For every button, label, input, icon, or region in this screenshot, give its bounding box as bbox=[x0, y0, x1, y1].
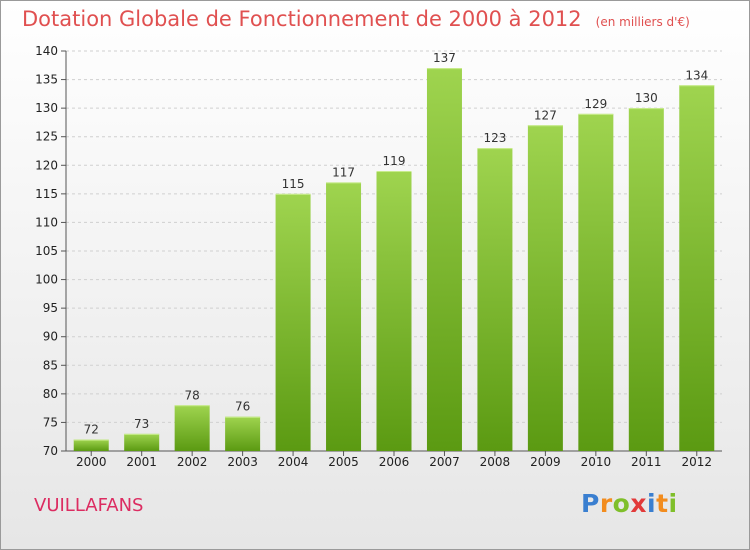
bar-2011 bbox=[628, 108, 664, 452]
data-label: 127 bbox=[534, 108, 557, 122]
label-layer: 2000 72 2001 73 2002 78 2003 76 2004 115 2005 117 20… bbox=[76, 51, 712, 469]
x-tick-label: 2004 bbox=[278, 455, 309, 469]
bar-2002 bbox=[174, 405, 210, 451]
y-tick-label: 75 bbox=[43, 415, 58, 429]
logo-letter: x bbox=[630, 489, 647, 518]
bar-2005 bbox=[326, 182, 362, 451]
data-label: 78 bbox=[185, 388, 200, 402]
logo-letter: P bbox=[581, 489, 600, 518]
y-tick-label: 100 bbox=[35, 273, 58, 287]
data-label: 115 bbox=[282, 177, 305, 191]
commune-name: VUILLAFANS bbox=[34, 495, 144, 516]
chart-title-text: Dotation Globale de Fonctionnement de 20… bbox=[22, 7, 582, 31]
data-label: 134 bbox=[685, 68, 708, 82]
bar-2001 bbox=[124, 433, 160, 451]
bar-2010 bbox=[578, 113, 614, 451]
bar-2003 bbox=[225, 416, 261, 451]
x-tick-label: 2001 bbox=[126, 455, 157, 469]
y-tick-label: 130 bbox=[35, 101, 58, 115]
x-tick-label: 2006 bbox=[379, 455, 410, 469]
data-label: 123 bbox=[483, 131, 506, 145]
x-tick-label: 2005 bbox=[328, 455, 359, 469]
x-tick-label: 2002 bbox=[177, 455, 208, 469]
data-label: 137 bbox=[433, 51, 456, 65]
logo-letter: i bbox=[647, 489, 657, 518]
y-tick-label: 135 bbox=[35, 73, 58, 87]
x-tick-label: 2000 bbox=[76, 455, 107, 469]
y-tick-label: 125 bbox=[35, 130, 58, 144]
y-tick-label: 110 bbox=[35, 215, 58, 229]
bar-layer bbox=[73, 68, 715, 452]
bar-2006 bbox=[376, 171, 412, 451]
y-tick-label: 105 bbox=[35, 244, 58, 258]
x-tick-label: 2008 bbox=[480, 455, 511, 469]
bar-2007 bbox=[426, 68, 462, 452]
proxiti-logo[interactable]: Proxiti bbox=[581, 489, 678, 518]
y-tick-label: 140 bbox=[35, 44, 58, 58]
data-label: 117 bbox=[332, 165, 355, 179]
logo-letter: t bbox=[656, 489, 669, 518]
logo-letter: o bbox=[612, 489, 631, 518]
bar-2008 bbox=[477, 148, 513, 451]
y-tick-label: 70 bbox=[43, 444, 58, 458]
logo-letter: i bbox=[668, 489, 678, 518]
chart-unit: (en milliers d'€) bbox=[595, 15, 690, 29]
bar-2012 bbox=[679, 85, 715, 452]
y-tick-label: 115 bbox=[35, 187, 58, 201]
logo-letter: r bbox=[599, 489, 613, 518]
data-label: 119 bbox=[383, 154, 406, 168]
x-tick-label: 2009 bbox=[530, 455, 561, 469]
y-tick-label: 120 bbox=[35, 158, 58, 172]
x-tick-label: 2010 bbox=[581, 455, 612, 469]
bar-2000 bbox=[73, 439, 109, 451]
bar-2004 bbox=[275, 193, 311, 451]
x-tick-label: 2007 bbox=[429, 455, 460, 469]
data-label: 129 bbox=[584, 97, 607, 111]
x-tick-label: 2003 bbox=[227, 455, 258, 469]
bar-2009 bbox=[527, 125, 563, 452]
y-tick-label: 95 bbox=[43, 301, 58, 315]
y-tick-label: 85 bbox=[43, 358, 58, 372]
data-label: 72 bbox=[84, 423, 99, 437]
chart-title: Dotation Globale de Fonctionnement de 20… bbox=[22, 7, 690, 31]
data-label: 76 bbox=[235, 400, 250, 414]
x-tick-label: 2012 bbox=[681, 455, 712, 469]
data-label: 130 bbox=[635, 91, 658, 105]
y-tick-label: 80 bbox=[43, 387, 58, 401]
x-tick-label: 2011 bbox=[631, 455, 662, 469]
y-tick-label: 90 bbox=[43, 330, 58, 344]
data-label: 73 bbox=[134, 417, 149, 431]
